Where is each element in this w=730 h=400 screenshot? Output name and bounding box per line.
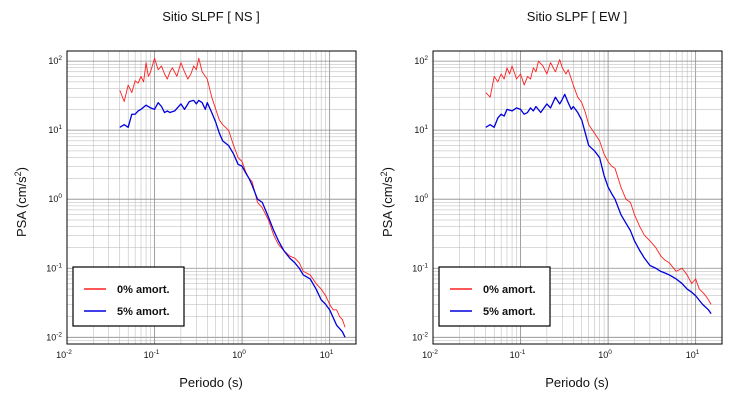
x-tick-exp: -1 — [154, 349, 160, 356]
x-tick-base: 10 — [56, 350, 66, 360]
series-line-1 — [119, 99, 346, 338]
chart-title: Sitio SLPF [ NS ] — [162, 9, 260, 24]
y-tick-exp: 1 — [424, 124, 428, 131]
series-group — [485, 59, 712, 315]
y-axis-label-sup: 2 — [13, 171, 23, 176]
x-tick-label: 101 — [320, 349, 334, 360]
x-tick-label: 101 — [686, 349, 700, 360]
x-tick-base: 10 — [144, 350, 154, 360]
y-axis-label-main: PSA (cm/s — [14, 176, 29, 237]
x-tick-base: 10 — [320, 350, 330, 360]
y-axis-label-end: ) — [14, 167, 29, 171]
x-tick-label: 100 — [598, 349, 612, 360]
legend: 0% amort. 5% amort. — [72, 266, 185, 327]
x-tick-exp: 1 — [696, 349, 700, 356]
series-line-1 — [485, 93, 712, 315]
y-tick-exp: 1 — [58, 124, 62, 131]
chart-ns: Sitio SLPF [ NS ] 10-2 10-1 100 10110-210-1… — [13, 9, 357, 390]
y-tick-label: 10-2 — [46, 331, 62, 342]
y-tick-base: 10 — [48, 56, 58, 66]
x-tick-exp: -2 — [66, 349, 72, 356]
y-axis-label-sup: 2 — [379, 171, 389, 176]
y-tick-base: 10 — [46, 332, 56, 342]
y-axis-label: PSA (cm/s2) — [379, 167, 395, 237]
y-tick-base: 10 — [46, 263, 56, 273]
y-axis-label: PSA (cm/s2) — [13, 167, 29, 237]
legend-box — [438, 266, 551, 327]
x-axis-label: Periodo (s) — [545, 375, 609, 390]
y-axis-label-main: PSA (cm/s — [380, 176, 395, 237]
x-tick-base: 10 — [422, 350, 432, 360]
y-tick-exp: 2 — [58, 55, 62, 62]
y-tick-label: 101 — [414, 124, 428, 135]
x-tick-base: 10 — [510, 350, 520, 360]
x-tick-label: 10-2 — [422, 349, 438, 360]
x-tick-base: 10 — [232, 350, 242, 360]
chart-ew: Sitio SLPF [ EW ] 10-2 10-1 100 10110-210-1… — [379, 9, 723, 390]
chart-title: Sitio SLPF [ EW ] — [527, 9, 627, 24]
y-tick-exp: 2 — [424, 55, 428, 62]
y-tick-label: 102 — [414, 55, 428, 66]
legend-label-1: 5% amort. — [117, 306, 170, 318]
x-tick-exp: 0 — [242, 349, 246, 356]
y-tick-exp: -2 — [56, 331, 62, 338]
y-axis-label-end: ) — [380, 167, 395, 171]
legend-box — [72, 266, 185, 327]
y-tick-exp: 0 — [424, 193, 428, 200]
x-tick-exp: 1 — [330, 349, 334, 356]
plot-frame — [432, 50, 723, 345]
series-group — [119, 57, 346, 338]
y-tick-label: 100 — [48, 193, 62, 204]
y-tick-label: 10-1 — [412, 262, 428, 273]
y-tick-label: 100 — [414, 193, 428, 204]
y-tick-label: 10-2 — [412, 331, 428, 342]
y-tick-exp: -1 — [422, 262, 428, 269]
y-tick-base: 10 — [412, 332, 422, 342]
x-tick-label: 100 — [232, 349, 246, 360]
x-tick-base: 10 — [598, 350, 608, 360]
y-tick-base: 10 — [414, 56, 424, 66]
x-tick-label: 10-1 — [510, 349, 526, 360]
y-tick-base: 10 — [48, 194, 58, 204]
x-tick-exp: -1 — [520, 349, 526, 356]
y-tick-exp: 0 — [58, 193, 62, 200]
y-tick-base: 10 — [414, 194, 424, 204]
series-line-0 — [485, 59, 712, 305]
x-tick-base: 10 — [686, 350, 696, 360]
y-tick-base: 10 — [412, 263, 422, 273]
y-tick-exp: -2 — [422, 331, 428, 338]
y-tick-exp: -1 — [56, 262, 62, 269]
x-tick-label: 10-1 — [144, 349, 160, 360]
y-tick-label: 10-1 — [46, 262, 62, 273]
legend-label-0: 0% amort. — [117, 284, 170, 296]
series-line-0 — [119, 57, 346, 328]
legend-label-0: 0% amort. — [483, 284, 536, 296]
plot-frame — [66, 50, 357, 345]
legend-label-1: 5% amort. — [483, 306, 536, 318]
y-tick-label: 102 — [48, 55, 62, 66]
x-axis-label: Periodo (s) — [179, 375, 243, 390]
x-tick-label: 10-2 — [56, 349, 72, 360]
y-tick-label: 101 — [48, 124, 62, 135]
x-tick-exp: 0 — [608, 349, 612, 356]
y-tick-base: 10 — [48, 125, 58, 135]
y-tick-base: 10 — [414, 125, 424, 135]
x-tick-exp: -2 — [432, 349, 438, 356]
legend: 0% amort. 5% amort. — [438, 266, 551, 327]
